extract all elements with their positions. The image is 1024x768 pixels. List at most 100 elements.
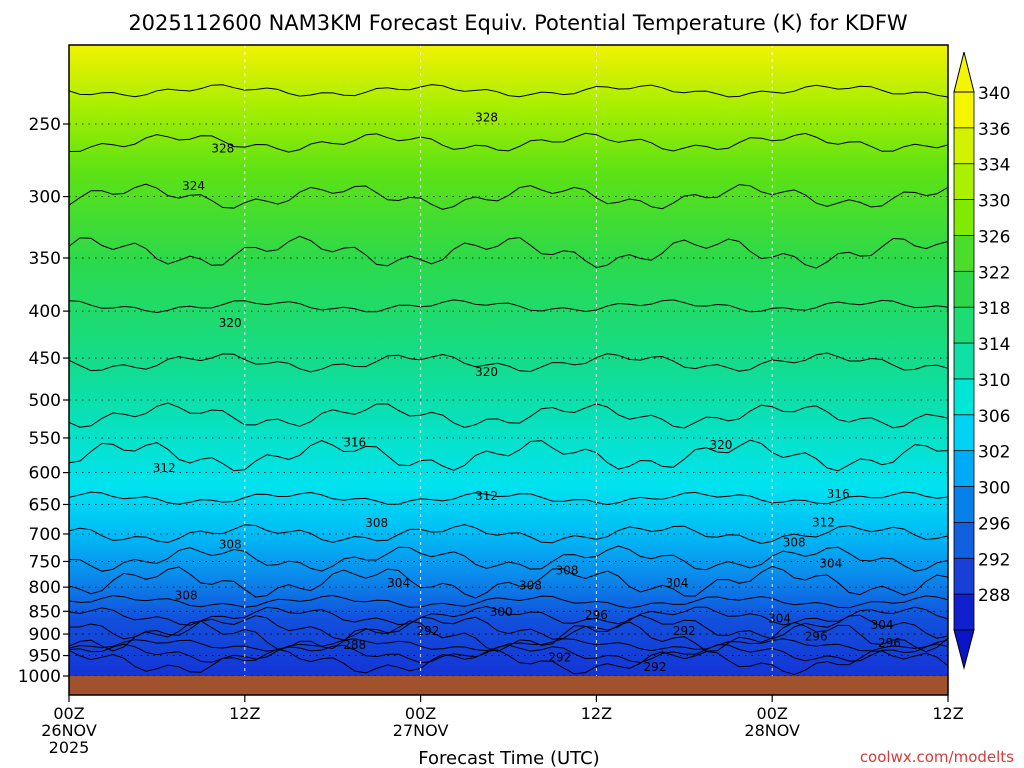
colorbar-label: 318 (978, 299, 1010, 319)
y-tick-label: 850 (29, 602, 61, 622)
x-tick-label: 00Z (53, 704, 84, 723)
contour-line (69, 605, 948, 626)
contour-label: 320 (219, 316, 242, 330)
contour-line (69, 638, 948, 652)
x-axis-label: Forecast Time (UTC) (418, 748, 599, 768)
contour-label: 328 (475, 111, 498, 125)
y-tick-label: 350 (29, 249, 61, 269)
colorbar-swatch (953, 270, 975, 309)
contour-line (69, 648, 948, 676)
contour-line (69, 439, 948, 472)
colorbar-label: 296 (978, 514, 1010, 534)
contour-label: 320 (475, 365, 498, 379)
colorbar-label: 330 (978, 192, 1010, 212)
colorbar-swatch (953, 91, 975, 129)
plot-area: 328 328 324 320 320 320 316 316 312 312 312 308 308 3… (69, 45, 948, 676)
contour-label: 292 (644, 660, 667, 674)
contour-label: 324 (182, 179, 205, 193)
contour-label: 320 (709, 438, 732, 452)
contour-label: 312 (812, 515, 835, 529)
y-tick-label: 700 (29, 525, 61, 545)
colorbar-label: 306 (978, 407, 1010, 427)
ground-band (69, 676, 948, 695)
contour-label: 304 (871, 618, 894, 632)
x-tick-label: 12Z (229, 704, 260, 723)
colorbar-swatch (953, 486, 975, 524)
contour-label: 308 (365, 516, 388, 530)
colorbar-top-arrow (953, 51, 975, 93)
colorbar-label: 322 (978, 263, 1010, 283)
colorbar-label: 314 (978, 335, 1010, 355)
contour-line (69, 620, 948, 653)
colorbar: 340 336 334 330 326 322 318 314 310 306 302 300 296 2… (953, 51, 1010, 670)
contour-line (69, 84, 948, 98)
contour-label: 304 (387, 576, 410, 590)
contour-label: 296 (805, 629, 828, 643)
colorbar-swatch (953, 378, 975, 416)
contour-label: 304 (819, 557, 842, 571)
contour-label: 312 (153, 461, 176, 475)
contour-line (69, 402, 948, 429)
plot-frame (68, 44, 949, 696)
y-tick-label: 250 (29, 115, 61, 135)
contour-label: 312 (475, 489, 498, 503)
contour-label: 316 (827, 487, 850, 501)
contour-label: 292 (673, 624, 696, 638)
colorbar-swatch (953, 342, 975, 380)
contour-line (69, 545, 948, 572)
colorbar-bottom-arrow (953, 629, 975, 670)
theta-e-field (69, 45, 948, 676)
colorbar-swatch (953, 450, 975, 488)
contour-label: 296 (585, 608, 608, 622)
colorbar-swatch (953, 199, 975, 237)
colorbar-label: 326 (978, 227, 1010, 247)
contour-label: 292 (548, 651, 571, 665)
contour-label: 308 (556, 563, 579, 577)
colorbar-label: 302 (978, 443, 1010, 463)
contour-line (69, 299, 948, 314)
contour-label: 296 (878, 636, 901, 650)
contour-label: 308 (519, 579, 542, 593)
contour-label: 316 (343, 435, 366, 449)
contour-label: 288 (343, 638, 366, 652)
contour-line (69, 524, 948, 545)
colorbar-label: 310 (978, 371, 1010, 391)
contour-label: 308 (175, 589, 198, 603)
y-tick-label: 500 (29, 391, 61, 411)
y-tick-label: 300 (29, 188, 61, 208)
colorbar-swatch (953, 414, 975, 452)
y-tick-label: 400 (29, 302, 61, 322)
contour-line (69, 352, 948, 373)
x-tick-label: 00Z (405, 704, 436, 723)
colorbar-swatch (953, 235, 975, 273)
y-tick-label: 900 (29, 625, 61, 645)
colorbar-label: 340 (978, 84, 1010, 104)
contour-lines (69, 84, 948, 676)
colorbar-swatch (953, 163, 975, 201)
contour-line (69, 132, 948, 153)
contour-line (69, 594, 948, 609)
chart-title: 2025112600 NAM3KM Forecast Equiv. Potent… (128, 11, 908, 35)
contour-line (69, 491, 948, 506)
contour-label: 308 (783, 535, 806, 549)
colorbar-swatch (953, 593, 975, 631)
x-tick-label: 12Z (581, 704, 612, 723)
contour-label: 304 (768, 611, 791, 625)
contour-label: 328 (211, 142, 234, 156)
y-tick-label: 550 (29, 429, 61, 449)
contour-line (69, 565, 948, 599)
contour-label: 292 (416, 624, 439, 638)
colorbar-label: 300 (978, 479, 1010, 499)
contour-label: 304 (666, 576, 689, 590)
colorbar-label: 334 (978, 156, 1010, 176)
x-tick-label: 26NOV (41, 721, 97, 740)
colorbar-swatch (953, 557, 975, 596)
x-tick-label: 00Z (757, 704, 788, 723)
y-tick-label: 650 (29, 495, 61, 515)
colorbar-swatch (953, 522, 975, 560)
x-tick-label: 27NOV (393, 721, 449, 740)
y-tick-label: 600 (29, 464, 61, 484)
colorbar-swatch (953, 306, 975, 344)
x-tick-label: 12Z (932, 704, 963, 723)
contour-label: 300 (490, 605, 513, 619)
